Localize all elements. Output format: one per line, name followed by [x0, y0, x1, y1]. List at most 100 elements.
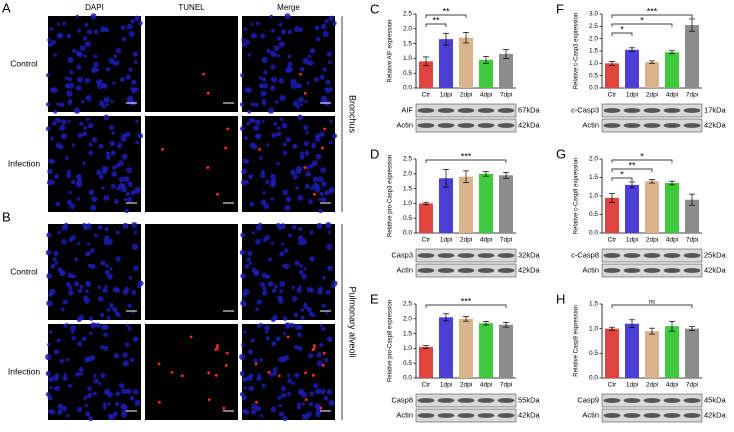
nucleus — [82, 161, 86, 166]
nucleus — [91, 136, 98, 143]
nucleus — [65, 281, 71, 287]
nucleus — [103, 114, 110, 121]
nucleus — [324, 190, 329, 195]
nucleus — [62, 375, 68, 382]
nucleus — [307, 353, 314, 359]
nucleus — [285, 67, 291, 74]
panel-letter: G — [556, 146, 566, 161]
nucleus — [70, 330, 75, 334]
column-header: DAPI — [85, 3, 104, 12]
nucleus — [243, 330, 247, 334]
nucleus — [109, 267, 113, 271]
nucleus — [75, 181, 82, 188]
nucleus — [125, 74, 131, 80]
y-tick-label: 2.0 — [403, 316, 412, 323]
nucleus — [81, 336, 87, 342]
nucleus — [271, 341, 277, 347]
bar — [479, 173, 493, 233]
nucleus — [71, 336, 76, 341]
nucleus — [67, 119, 71, 123]
nucleus — [90, 204, 97, 212]
tunel-signal — [207, 398, 211, 402]
x-tick-label: Ctr — [608, 92, 618, 99]
nucleus — [133, 230, 138, 235]
blot-band — [603, 398, 621, 403]
nucleus — [101, 168, 108, 175]
nucleus — [131, 79, 137, 85]
nucleus — [90, 13, 97, 20]
bar — [605, 328, 619, 378]
y-tick-label: 0.5 — [589, 72, 598, 79]
nucleus — [64, 156, 69, 160]
nucleus — [305, 165, 311, 170]
nucleus — [110, 100, 114, 104]
nucleus — [86, 392, 93, 399]
nucleus — [307, 199, 314, 205]
nucleus — [85, 94, 92, 102]
nucleus — [256, 299, 262, 305]
nucleus — [252, 144, 258, 150]
nucleus — [279, 117, 284, 122]
x-tick-label: 7dpi — [500, 92, 512, 99]
nucleus — [53, 109, 58, 114]
blot-protein: AIF — [401, 105, 413, 114]
tunel-signal — [267, 370, 271, 374]
nucleus — [277, 395, 282, 400]
panel-letter: H — [556, 291, 565, 306]
nucleus — [328, 399, 335, 406]
nucleus — [278, 77, 285, 84]
nucleus — [263, 203, 270, 210]
nucleus — [315, 133, 321, 139]
nucleus — [104, 325, 109, 330]
nucleus — [85, 117, 90, 122]
blot-band — [643, 268, 661, 273]
nucleus — [130, 357, 135, 363]
nucleus — [123, 176, 130, 183]
nucleus — [109, 140, 116, 147]
nucleus — [248, 385, 255, 392]
nucleus — [277, 226, 282, 231]
nucleus — [329, 140, 333, 145]
nucleus — [322, 67, 327, 72]
nucleus — [314, 25, 320, 31]
y-tick-label: 1.5 — [403, 330, 412, 337]
nucleus — [59, 270, 65, 277]
blot-band — [417, 123, 435, 128]
error-bar — [649, 60, 655, 64]
nucleus — [110, 183, 116, 189]
bar — [439, 39, 453, 88]
significance-label: ** — [442, 6, 450, 16]
nucleus — [264, 330, 269, 334]
nucleus — [258, 76, 263, 80]
micrograph — [242, 324, 335, 420]
scale-bar-label: 20 um — [320, 104, 333, 109]
blot-band — [437, 413, 455, 418]
nucleus — [254, 238, 261, 245]
nucleus — [319, 131, 325, 138]
nucleus — [128, 67, 133, 72]
nucleus — [287, 378, 293, 384]
bar — [479, 59, 493, 88]
blot-protein: Actin — [396, 120, 413, 129]
nucleus — [306, 62, 311, 66]
nucleus — [319, 323, 324, 328]
error-bar — [689, 18, 695, 32]
nucleus — [126, 388, 132, 395]
nucleus — [91, 196, 98, 203]
nucleus — [273, 284, 278, 289]
error-bar — [463, 316, 469, 322]
bar — [625, 323, 639, 378]
nucleus — [294, 344, 299, 350]
nucleus — [67, 77, 73, 82]
tunel-signal — [304, 371, 308, 375]
blot-band — [683, 413, 701, 418]
significance-bracket — [611, 159, 673, 163]
bar — [439, 317, 453, 378]
nucleus — [265, 274, 271, 279]
nucleus — [66, 169, 71, 174]
nucleus — [130, 190, 135, 195]
nucleus — [282, 331, 287, 336]
nucleus — [59, 358, 65, 364]
nucleus — [71, 143, 76, 147]
nucleus — [289, 322, 295, 328]
